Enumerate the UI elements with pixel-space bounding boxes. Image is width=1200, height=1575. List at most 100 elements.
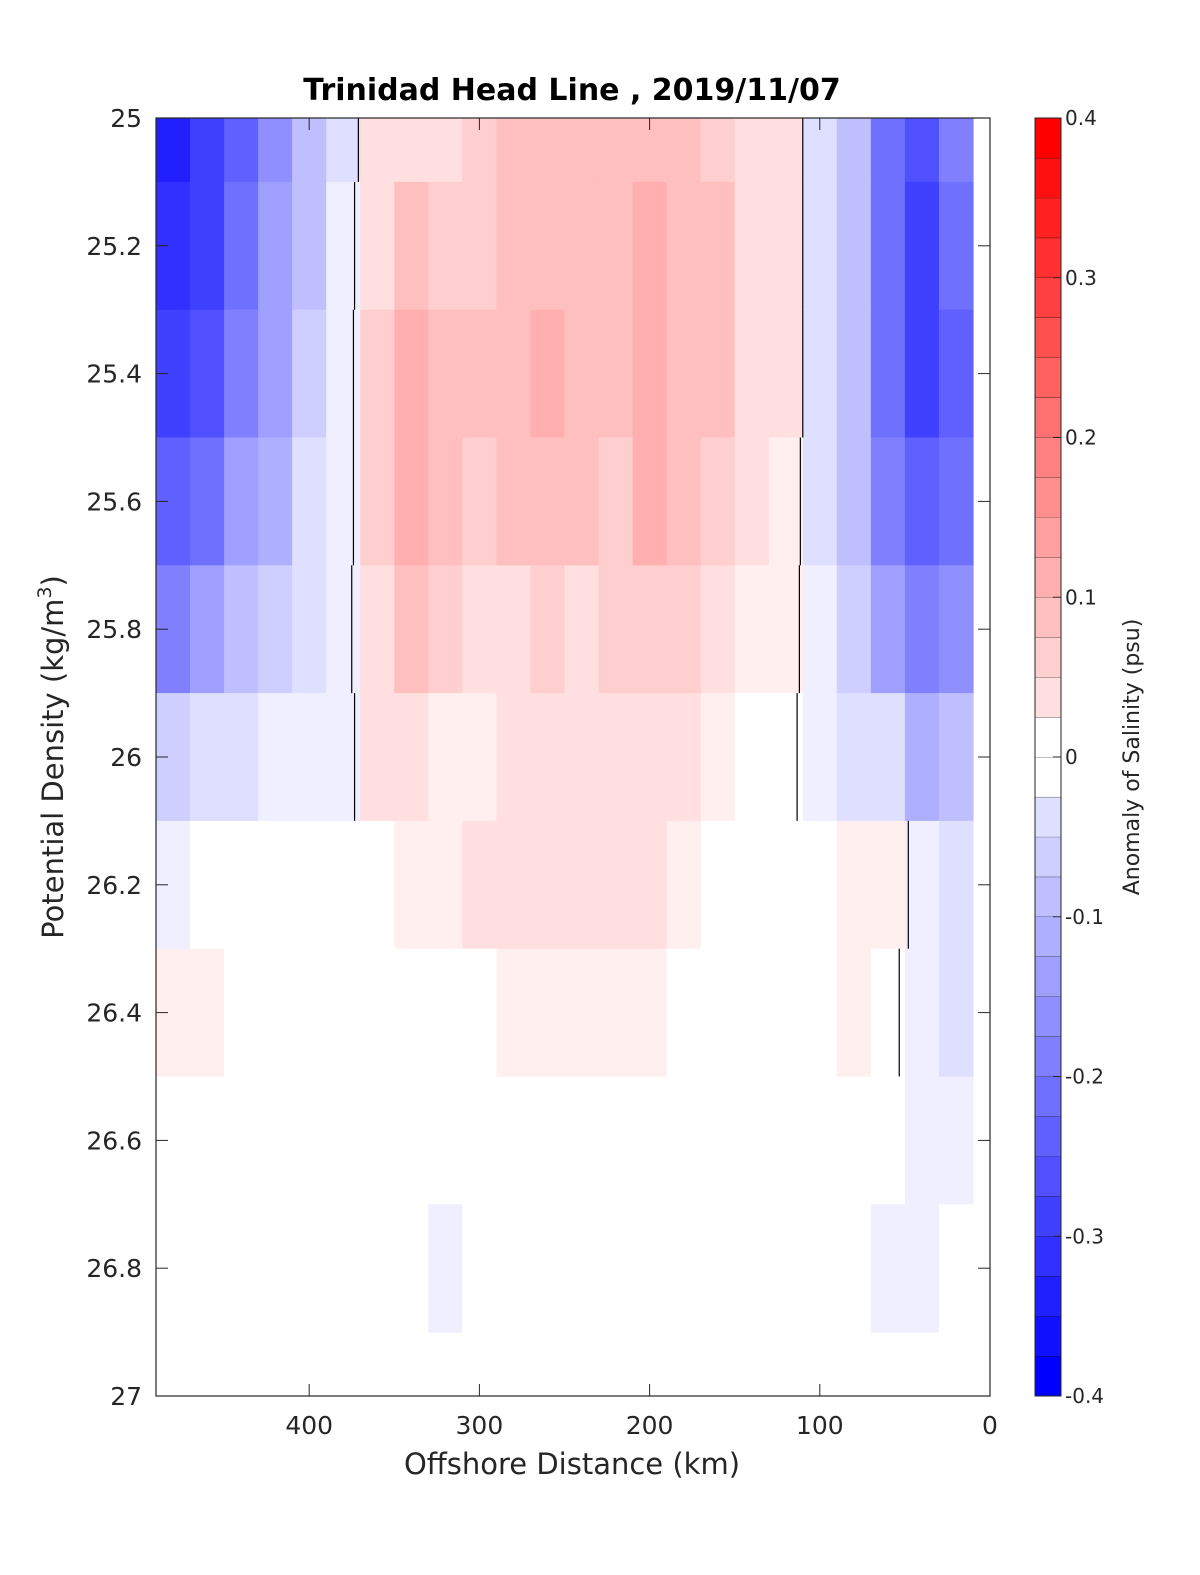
heatmap-cell [564, 1204, 600, 1333]
heatmap-cell [496, 565, 532, 694]
colorbar-band [1035, 876, 1061, 917]
y-tick-label: 26 [110, 743, 142, 772]
colorbar-band [1035, 637, 1061, 678]
heatmap-cell [496, 309, 532, 439]
heatmap-cell [802, 181, 838, 311]
heatmap-cell [462, 437, 498, 566]
y-tick-label: 26.2 [86, 871, 142, 900]
heatmap-cell [360, 565, 395, 694]
heatmap-cell [598, 118, 634, 183]
heatmap-cell [632, 181, 668, 311]
heatmap-cell [462, 820, 498, 950]
heatmap-cell [700, 1076, 736, 1205]
heatmap-cell [666, 693, 702, 822]
y-tick-label: 25.6 [86, 487, 142, 516]
heatmap-cell [530, 309, 566, 439]
heatmap-cell [802, 948, 838, 1078]
heatmap-cell [530, 948, 566, 1078]
heatmap-cell [938, 820, 974, 950]
heatmap-cell [768, 1076, 804, 1205]
colorbar: -0.4 -0.3 -0.2 -0.1 0 0.1 0.2 0.3 0.4 [1034, 106, 1104, 1408]
heatmap-cell [870, 693, 906, 822]
colorbar-band [1035, 557, 1061, 598]
heatmap-cell [598, 437, 634, 566]
heatmap-cell [870, 309, 906, 439]
colorbar-tick-label: -0.4 [1065, 1384, 1104, 1408]
heatmap-cell [326, 565, 361, 694]
heatmap-cell [530, 693, 566, 822]
colorbar-band [1035, 197, 1061, 238]
y-axis-ticks: 25 25.2 25.4 25.6 25.8 26 26.2 26.4 26.6 26.8 27 [86, 104, 990, 1411]
heatmap-cell [496, 118, 532, 183]
heatmap-cell [496, 437, 532, 566]
x-axis-label: Offshore Distance (km) [404, 1447, 740, 1481]
colorbar-band [1035, 1036, 1061, 1077]
heatmap-cell [632, 820, 668, 950]
heatmap-cell [530, 565, 566, 694]
heatmap-cell [292, 693, 327, 822]
heatmap-cell [564, 948, 600, 1078]
heatmap-cell [326, 948, 361, 1078]
heatmap-cell [496, 948, 532, 1078]
colorbar-band [1035, 118, 1061, 158]
heatmap-cell [428, 118, 463, 183]
colorbar-band [1035, 1236, 1061, 1277]
x-tick-label: 0 [982, 1411, 998, 1440]
x-tick-label: 100 [796, 1411, 844, 1440]
heatmap-cell [802, 1076, 838, 1205]
heatmap-cell [904, 437, 940, 566]
heatmap-cell [496, 1204, 532, 1333]
heatmap-cell [292, 181, 327, 311]
heatmap-cell [700, 118, 736, 183]
heatmap-cell [190, 437, 225, 566]
heatmap-cell [802, 437, 838, 566]
heatmap-cell [836, 1204, 872, 1333]
heatmap-cell [802, 565, 838, 694]
heatmap-cell [904, 948, 940, 1078]
colorbar-band [1035, 1116, 1061, 1157]
colorbar-tick-label: 0.4 [1065, 106, 1097, 130]
heatmap-cell [326, 181, 361, 311]
heatmap-cell [836, 948, 872, 1078]
heatmap-cell [734, 181, 770, 311]
heatmap-cell [224, 565, 259, 694]
heatmap-cell [904, 1204, 940, 1333]
heatmap-cell [224, 309, 259, 439]
colorbar-tick-label: 0.1 [1065, 585, 1097, 609]
heatmap-cell [360, 181, 395, 311]
x-axis-ticks: 400 300 200 100 0 [285, 118, 998, 1440]
y-tick-label: 25.8 [86, 615, 142, 644]
colorbar-band [1035, 1316, 1061, 1357]
heatmap-cell [632, 693, 668, 822]
heatmap-cell [870, 437, 906, 566]
heatmap-cell [428, 820, 463, 950]
heatmap-cell [190, 820, 225, 950]
zero-contour-lines [351, 118, 909, 1077]
heatmap-cell [292, 1204, 327, 1333]
heatmap-cell [870, 1076, 906, 1205]
y-axis-label-close: ) [36, 575, 70, 586]
heatmap-cell [598, 309, 634, 439]
heatmap-cell [768, 118, 804, 183]
heatmap-cell [462, 693, 498, 822]
heatmap-cell [904, 565, 940, 694]
colorbar-band [1035, 757, 1061, 797]
heatmap-cell [700, 181, 736, 311]
colorbar-tick-label: 0.3 [1065, 266, 1097, 290]
heatmap-cell [360, 1076, 395, 1205]
heatmap-cell [360, 693, 395, 822]
heatmap-cell [428, 309, 463, 439]
heatmap-cell [224, 948, 259, 1078]
heatmap-cell [836, 820, 872, 950]
heatmap-cell [904, 820, 940, 950]
colorbar-band [1035, 157, 1061, 198]
heatmap-cell [734, 948, 770, 1078]
y-tick-label: 25.4 [86, 360, 142, 389]
heatmap-cell [734, 118, 770, 183]
heatmap-cell [802, 309, 838, 439]
heatmap-cell [394, 948, 429, 1078]
colorbar-band [1035, 277, 1061, 318]
heatmap-cell [938, 1076, 974, 1205]
colorbar-tick-label: -0.2 [1065, 1065, 1104, 1089]
colorbar-band [1035, 677, 1061, 718]
